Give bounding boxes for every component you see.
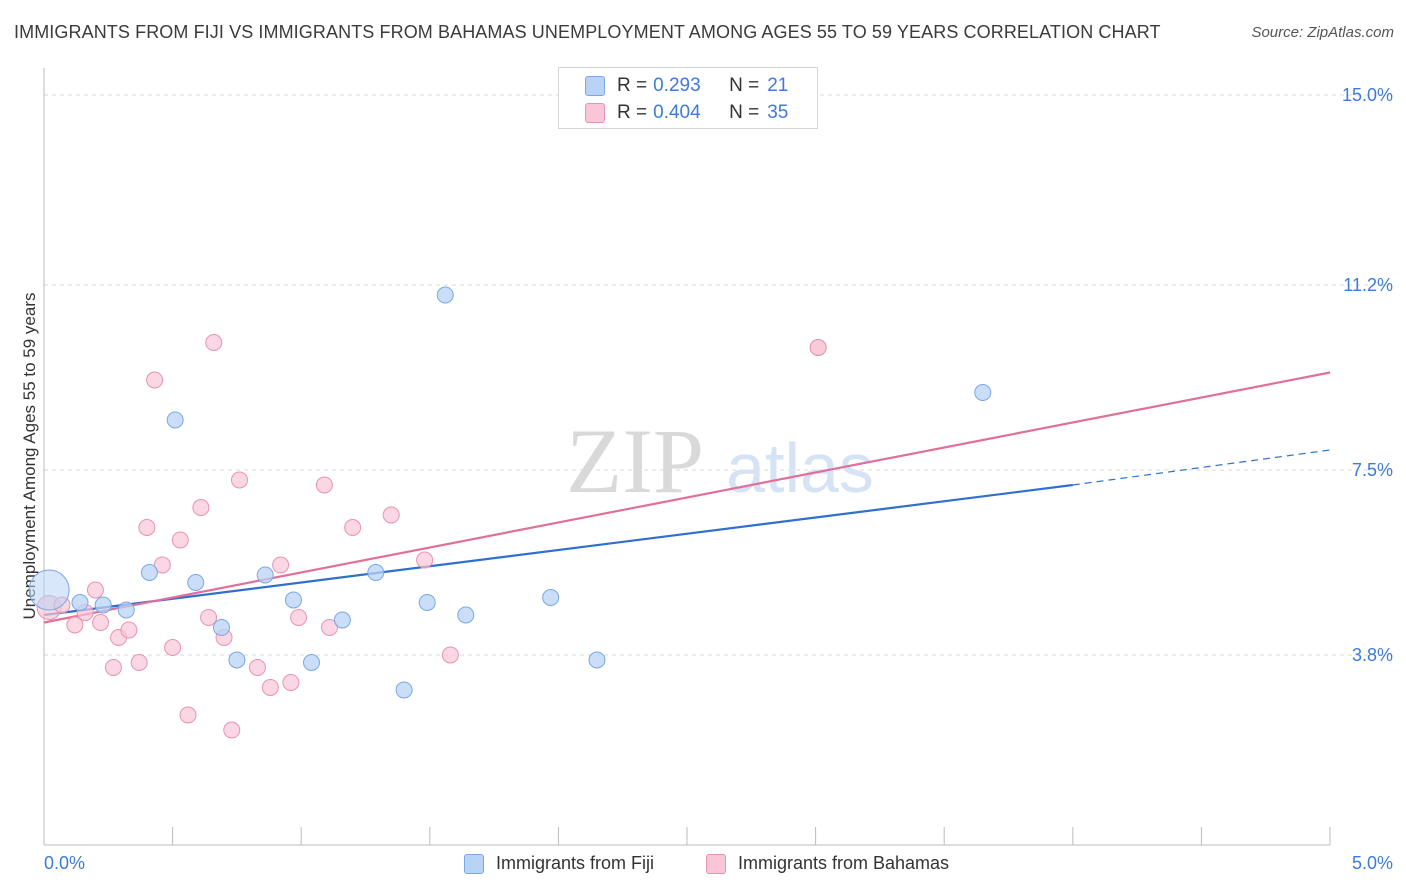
bahamas-point xyxy=(138,519,156,536)
y-tick-label: 3.8% xyxy=(1352,645,1393,665)
legend-item-fiji[interactable]: Immigrants from Fiji xyxy=(464,853,654,874)
fiji-trend-line xyxy=(43,483,1073,617)
bahamas-point xyxy=(809,339,827,356)
y-tick-label: 11.2% xyxy=(1343,275,1393,295)
r-label: R = xyxy=(617,75,648,96)
bahamas-point xyxy=(153,556,171,574)
x-tick-label: 5.0% xyxy=(1352,853,1393,873)
y-tick-label: 7.5% xyxy=(1352,460,1393,480)
bahamas-swatch-icon xyxy=(706,853,726,874)
fiji-point xyxy=(457,606,475,624)
fiji-point xyxy=(367,564,385,581)
bahamas-trend-line xyxy=(43,371,1331,624)
y-tick-label: 15.0% xyxy=(1342,85,1393,105)
fiji-point xyxy=(418,594,436,611)
legend-label-fiji: Immigrants from Fiji xyxy=(496,853,655,873)
fiji-point xyxy=(228,651,246,669)
bahamas-point xyxy=(261,679,279,696)
watermark-atlas: atlas xyxy=(726,429,874,507)
fiji-point xyxy=(974,384,992,401)
fiji-point xyxy=(71,594,89,611)
source-credit: Source: ZipAtlas.com xyxy=(1251,24,1394,41)
bahamas-point xyxy=(416,551,434,569)
bahamas-point xyxy=(92,614,110,631)
fiji-point xyxy=(140,564,158,581)
fiji-point xyxy=(212,619,230,636)
bahamas-point xyxy=(120,621,138,639)
bahamas-point xyxy=(223,721,241,739)
bahamas-point xyxy=(164,639,182,656)
x-tick-label: 0.0% xyxy=(44,853,85,873)
series-legend: Immigrants from Fiji Immigrants from Bah… xyxy=(0,851,1406,879)
fiji-point xyxy=(284,591,302,609)
fiji-point xyxy=(395,681,413,699)
correlation-legend: R = 0.293 N = 21 R = 0.404 N = 35 xyxy=(558,67,818,129)
fiji-point xyxy=(333,611,351,629)
watermark-zip: ZIP xyxy=(566,410,704,512)
fiji-point xyxy=(302,654,320,671)
axes xyxy=(43,68,1331,846)
bahamas-point xyxy=(290,609,308,626)
fiji-point xyxy=(588,651,606,669)
r-value: 0.293 xyxy=(653,75,701,96)
n-value: 21 xyxy=(767,75,789,96)
n-label: N = xyxy=(729,75,760,96)
bahamas-point xyxy=(146,371,164,389)
fiji-point xyxy=(256,566,274,584)
bahamas-point xyxy=(248,659,266,676)
bahamas-point xyxy=(205,334,223,351)
fiji-swatch-icon xyxy=(585,76,605,96)
bahamas-point xyxy=(315,476,333,494)
bahamas-point xyxy=(179,706,197,724)
fiji-swatch-icon xyxy=(464,853,484,874)
bahamas-point xyxy=(130,654,148,671)
legend-row-bahamas: R = 0.404 N = 35 xyxy=(585,100,788,126)
bahamas-point xyxy=(382,506,400,524)
bahamas-point xyxy=(200,609,218,626)
n-value: 35 xyxy=(767,102,789,123)
bahamas-point xyxy=(192,499,210,516)
bahamas-point xyxy=(320,619,338,636)
r-label: R = xyxy=(617,102,648,123)
n-label: N = xyxy=(729,102,760,123)
legend-label-bahamas: Immigrants from Bahamas xyxy=(738,853,950,873)
data-points xyxy=(28,286,992,739)
fiji-point xyxy=(117,601,135,619)
fiji-point xyxy=(542,589,560,606)
chart-title: IMMIGRANTS FROM FIJI VS IMMIGRANTS FROM … xyxy=(14,22,1161,42)
fiji-point xyxy=(187,574,205,591)
bahamas-point xyxy=(104,659,122,676)
bahamas-point xyxy=(171,531,189,549)
fiji-point xyxy=(94,596,112,614)
bahamas-point xyxy=(344,519,362,536)
bahamas-point xyxy=(86,581,104,599)
bahamas-point xyxy=(282,674,300,691)
bahamas-swatch-icon xyxy=(585,103,605,123)
fiji-point xyxy=(166,411,184,429)
bahamas-point xyxy=(230,471,248,489)
fiji-trend-extension xyxy=(1072,449,1331,486)
gridlines xyxy=(44,94,1392,656)
trend-lines xyxy=(43,371,1331,624)
bahamas-point xyxy=(441,646,459,664)
legend-row-fiji: R = 0.293 N = 21 xyxy=(585,73,788,99)
legend-item-bahamas[interactable]: Immigrants from Bahamas xyxy=(706,853,949,874)
watermark: ZIP atlas xyxy=(566,410,874,512)
r-value: 0.404 xyxy=(653,102,701,123)
bahamas-point xyxy=(272,556,290,574)
fiji-point xyxy=(436,286,454,304)
tick-labels: 3.8% 7.5% 11.2% 15.0% 0.0% 5.0% xyxy=(44,85,1393,873)
bahamas-point xyxy=(66,616,84,634)
fiji-point xyxy=(28,569,70,611)
